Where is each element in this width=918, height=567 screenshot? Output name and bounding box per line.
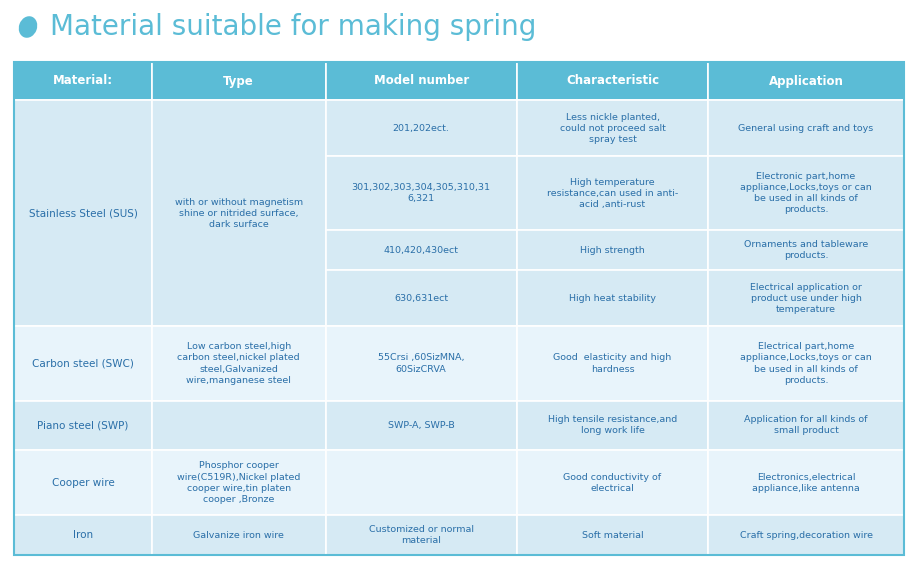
Bar bbox=[708, 230, 904, 270]
Bar bbox=[152, 450, 326, 515]
Text: Type: Type bbox=[223, 74, 254, 87]
Bar bbox=[326, 100, 517, 156]
Text: Good conductivity of
electrical: Good conductivity of electrical bbox=[564, 472, 662, 493]
Bar bbox=[517, 230, 708, 270]
Bar bbox=[14, 100, 152, 327]
Ellipse shape bbox=[18, 16, 38, 38]
Bar bbox=[326, 401, 517, 450]
Bar bbox=[152, 100, 326, 327]
Bar bbox=[326, 515, 517, 555]
Bar bbox=[708, 100, 904, 156]
Bar bbox=[517, 156, 708, 230]
Text: High strength: High strength bbox=[580, 246, 645, 255]
Bar bbox=[152, 327, 326, 401]
Bar bbox=[326, 62, 517, 100]
Bar bbox=[708, 450, 904, 515]
Text: High temperature
resistance,can used in anti-
acid ,anti-rust: High temperature resistance,can used in … bbox=[547, 177, 678, 209]
Bar bbox=[14, 450, 152, 515]
Text: General using craft and toys: General using craft and toys bbox=[738, 124, 874, 133]
Text: with or without magnetism
shine or nitrided surface,
dark surface: with or without magnetism shine or nitri… bbox=[174, 198, 303, 229]
Text: Carbon steel (SWC): Carbon steel (SWC) bbox=[32, 358, 134, 369]
Bar bbox=[14, 327, 152, 401]
Bar bbox=[326, 327, 517, 401]
Text: Good  elasticity and high
hardness: Good elasticity and high hardness bbox=[554, 353, 672, 374]
Bar bbox=[708, 270, 904, 327]
Bar bbox=[517, 327, 708, 401]
Text: Phosphor cooper
wire(C519R),Nickel plated
cooper wire,tin platen
cooper ,Bronze: Phosphor cooper wire(C519R),Nickel plate… bbox=[177, 462, 300, 503]
Text: Model number: Model number bbox=[374, 74, 469, 87]
Bar bbox=[152, 401, 326, 450]
Bar bbox=[517, 62, 708, 100]
Text: Customized or normal
material: Customized or normal material bbox=[369, 525, 474, 545]
Bar bbox=[152, 515, 326, 555]
Text: 410,420,430ect: 410,420,430ect bbox=[384, 246, 459, 255]
Text: 55Crsi ,60SizMNA,
60SizCRVA: 55Crsi ,60SizMNA, 60SizCRVA bbox=[378, 353, 465, 374]
Text: Characteristic: Characteristic bbox=[566, 74, 659, 87]
Text: Electrical part,home
appliance,Locks,toys or can
be used in all kinds of
product: Electrical part,home appliance,Locks,toy… bbox=[740, 342, 872, 384]
Bar bbox=[14, 62, 904, 555]
Bar bbox=[326, 156, 517, 230]
Text: Iron: Iron bbox=[73, 530, 93, 540]
Bar bbox=[326, 230, 517, 270]
Bar bbox=[326, 450, 517, 515]
Bar bbox=[326, 270, 517, 327]
Text: Application for all kinds of
small product: Application for all kinds of small produ… bbox=[744, 415, 868, 435]
Text: Low carbon steel,high
carbon steel,nickel plated
steel,Galvanized
wire,manganese: Low carbon steel,high carbon steel,nicke… bbox=[177, 342, 300, 384]
Bar bbox=[517, 450, 708, 515]
Text: Cooper wire: Cooper wire bbox=[51, 477, 115, 488]
Bar bbox=[517, 100, 708, 156]
Bar bbox=[517, 270, 708, 327]
Bar bbox=[14, 62, 152, 100]
Bar bbox=[517, 515, 708, 555]
Text: Galvanize iron wire: Galvanize iron wire bbox=[194, 531, 285, 540]
Text: Piano steel (SWP): Piano steel (SWP) bbox=[38, 420, 129, 430]
Bar bbox=[14, 515, 152, 555]
Text: Material:: Material: bbox=[53, 74, 113, 87]
Text: SWP-A, SWP-B: SWP-A, SWP-B bbox=[387, 421, 454, 430]
Bar bbox=[152, 62, 326, 100]
Text: Material suitable for making spring: Material suitable for making spring bbox=[50, 13, 536, 41]
Text: 301,302,303,304,305,310,31
6,321: 301,302,303,304,305,310,31 6,321 bbox=[352, 183, 491, 204]
Text: High heat stability: High heat stability bbox=[569, 294, 656, 303]
Bar bbox=[708, 327, 904, 401]
Text: High tensile resistance,and
long work life: High tensile resistance,and long work li… bbox=[548, 415, 677, 435]
Text: Less nickle planted,
could not proceed salt
spray test: Less nickle planted, could not proceed s… bbox=[560, 112, 666, 144]
Bar bbox=[708, 401, 904, 450]
Text: Craft spring,decoration wire: Craft spring,decoration wire bbox=[740, 531, 873, 540]
Text: Soft material: Soft material bbox=[582, 531, 644, 540]
Text: Electronics,electrical
appliance,like antenna: Electronics,electrical appliance,like an… bbox=[752, 472, 860, 493]
Text: 201,202ect.: 201,202ect. bbox=[393, 124, 450, 133]
Text: Application: Application bbox=[768, 74, 844, 87]
Bar bbox=[14, 401, 152, 450]
Bar bbox=[708, 156, 904, 230]
Bar bbox=[708, 62, 904, 100]
Text: Electrical application or
product use under high
temperature: Electrical application or product use un… bbox=[750, 283, 862, 314]
Text: Ornaments and tableware
products.: Ornaments and tableware products. bbox=[744, 240, 868, 260]
Text: 630,631ect: 630,631ect bbox=[394, 294, 448, 303]
Bar bbox=[708, 515, 904, 555]
Text: Electronic part,home
appliance,Locks,toys or can
be used in all kinds of
product: Electronic part,home appliance,Locks,toy… bbox=[740, 172, 872, 214]
Text: Stainless Steel (SUS): Stainless Steel (SUS) bbox=[28, 208, 138, 218]
Bar bbox=[517, 401, 708, 450]
